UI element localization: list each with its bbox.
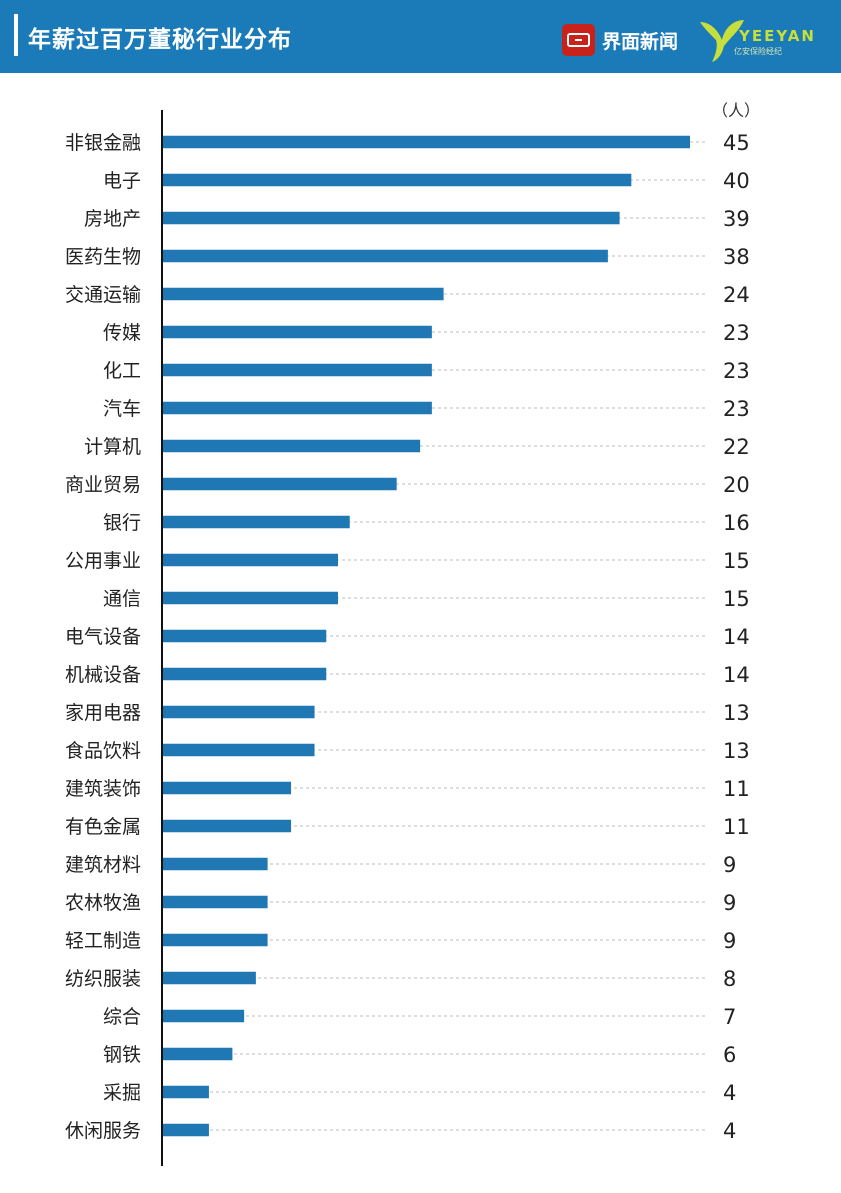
value-label: 4 bbox=[723, 1081, 736, 1105]
chart-title: 年薪过百万董秘行业分布 bbox=[28, 27, 292, 53]
value-label: 9 bbox=[723, 891, 736, 915]
category-label: 机械设备 bbox=[65, 664, 141, 686]
bar bbox=[162, 287, 444, 301]
value-label: 8 bbox=[723, 967, 736, 991]
value-label: 4 bbox=[723, 1119, 736, 1143]
value-label: 7 bbox=[723, 1005, 736, 1029]
category-label: 纺织服装 bbox=[65, 968, 141, 990]
value-label: 45 bbox=[723, 131, 750, 155]
bar bbox=[162, 1009, 245, 1023]
bar bbox=[162, 515, 350, 529]
bar bbox=[162, 249, 608, 263]
category-label: 农林牧渔 bbox=[65, 892, 141, 914]
bar bbox=[162, 325, 432, 339]
unit-label: （人） bbox=[712, 101, 761, 120]
bar bbox=[162, 211, 620, 225]
category-label: 房地产 bbox=[84, 208, 141, 230]
category-label: 银行 bbox=[103, 512, 141, 534]
value-label: 23 bbox=[723, 359, 750, 383]
bar bbox=[162, 477, 397, 491]
category-label: 轻工制造 bbox=[65, 930, 141, 952]
category-label: 化工 bbox=[103, 360, 141, 382]
value-label: 20 bbox=[723, 473, 750, 497]
bar bbox=[162, 1123, 209, 1137]
category-label: 非银金融 bbox=[65, 132, 141, 154]
value-label: 23 bbox=[723, 321, 750, 345]
bar bbox=[162, 667, 327, 681]
bar bbox=[162, 1085, 209, 1099]
value-label: 13 bbox=[723, 739, 750, 763]
jiemian-logo-text: 界面新闻 bbox=[602, 31, 679, 53]
bar bbox=[162, 135, 690, 149]
category-label: 通信 bbox=[103, 588, 141, 610]
category-label: 建筑材料 bbox=[65, 854, 141, 876]
value-label: 22 bbox=[723, 435, 750, 459]
value-label: 14 bbox=[723, 625, 750, 649]
category-label: 医药生物 bbox=[65, 246, 141, 268]
value-label: 14 bbox=[723, 663, 750, 687]
bar bbox=[162, 173, 632, 187]
value-label: 11 bbox=[723, 777, 750, 801]
bar bbox=[162, 895, 268, 909]
bar bbox=[162, 819, 292, 833]
yeeyan-logo-wordmark: YEEYAN bbox=[739, 27, 816, 45]
category-label: 计算机 bbox=[84, 436, 141, 458]
value-label: 40 bbox=[723, 169, 750, 193]
category-label: 家用电器 bbox=[65, 702, 141, 724]
bar bbox=[162, 439, 421, 453]
bar bbox=[162, 705, 315, 719]
bar bbox=[162, 857, 268, 871]
yeeyan-logo-subtitle: 亿安保险经纪 bbox=[734, 47, 782, 56]
bar bbox=[162, 629, 327, 643]
value-label: 9 bbox=[723, 929, 736, 953]
bar bbox=[162, 401, 432, 415]
yeeyan-logo-icon bbox=[700, 20, 744, 62]
value-label: 11 bbox=[723, 815, 750, 839]
title-accent-bar bbox=[14, 14, 18, 56]
bar bbox=[162, 553, 338, 567]
value-label: 38 bbox=[723, 245, 750, 269]
category-label: 电子 bbox=[103, 170, 141, 192]
category-label: 休闲服务 bbox=[65, 1120, 141, 1142]
category-label: 食品饮料 bbox=[65, 740, 141, 762]
bar bbox=[162, 743, 315, 757]
yeeyan-logo: YEEYAN 亿安保险经纪 bbox=[696, 16, 826, 64]
category-label: 交通运输 bbox=[65, 284, 141, 306]
category-label: 电气设备 bbox=[65, 626, 141, 648]
value-label: 23 bbox=[723, 397, 750, 421]
category-label: 采掘 bbox=[103, 1082, 141, 1104]
bar bbox=[162, 971, 256, 985]
bar bbox=[162, 363, 432, 377]
category-label: 钢铁 bbox=[103, 1044, 141, 1066]
header-banner: 年薪过百万董秘行业分布 界面新闻 YEEYAN 亿安保险经纪 bbox=[0, 0, 841, 73]
category-label: 公用事业 bbox=[65, 550, 141, 572]
category-label: 商业贸易 bbox=[65, 474, 141, 496]
value-label: 15 bbox=[723, 587, 750, 611]
value-label: 15 bbox=[723, 549, 750, 573]
bar bbox=[162, 591, 338, 605]
value-label: 9 bbox=[723, 853, 736, 877]
bar bbox=[162, 1047, 233, 1061]
category-label: 有色金属 bbox=[65, 816, 141, 838]
value-label: 24 bbox=[723, 283, 750, 307]
jiemian-logo-icon bbox=[562, 24, 595, 56]
value-label: 16 bbox=[723, 511, 750, 535]
category-label: 传媒 bbox=[103, 322, 141, 344]
value-label: 39 bbox=[723, 207, 750, 231]
value-label: 13 bbox=[723, 701, 750, 725]
category-label: 综合 bbox=[103, 1006, 141, 1028]
value-label: 6 bbox=[723, 1043, 736, 1067]
category-label: 建筑装饰 bbox=[65, 778, 141, 800]
category-label: 汽车 bbox=[103, 398, 141, 420]
bar bbox=[162, 933, 268, 947]
bar bbox=[162, 781, 292, 795]
